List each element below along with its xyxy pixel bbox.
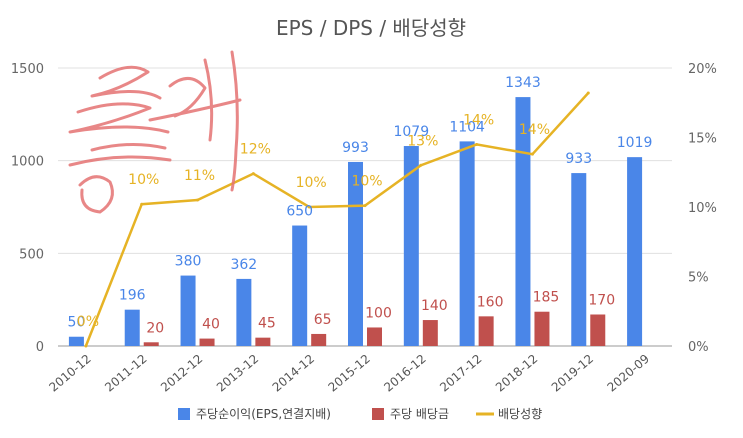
left-tick-label: 500 <box>19 247 44 262</box>
right-tick-label: 15% <box>688 132 717 147</box>
left-tick-label: 1000 <box>11 155 44 170</box>
eps-data-label: 50 <box>67 315 85 331</box>
eps-bar <box>627 157 643 346</box>
dps-data-label: 20 <box>146 320 164 336</box>
dps-bar <box>255 337 271 346</box>
ratio-data-label: 10% <box>351 174 382 190</box>
right-tick-label: 20% <box>688 62 717 77</box>
eps-data-label: 1079 <box>393 124 429 140</box>
ratio-line <box>84 92 590 347</box>
eps-bar <box>292 225 308 346</box>
ratio-data-label: 11% <box>184 168 215 184</box>
ratio-point <box>475 142 479 146</box>
dps-data-label: 100 <box>365 305 392 321</box>
dps-data-label: 45 <box>258 316 276 332</box>
line-layer <box>84 91 590 348</box>
x-tick-label: 2019-12 <box>549 352 596 395</box>
eps-data-label: 933 <box>565 151 592 167</box>
handwritten-scribble <box>68 50 242 214</box>
dps-data-label: 160 <box>477 294 504 310</box>
x-tick-label: 2013-12 <box>214 352 261 395</box>
eps-bar <box>515 97 531 346</box>
eps-bar <box>571 173 587 346</box>
x-tick-label: 2016-12 <box>381 352 428 395</box>
eps-bar <box>236 278 252 346</box>
ratio-point <box>140 202 144 206</box>
x-tick-label: 2015-12 <box>326 352 373 395</box>
dps-bar <box>422 320 438 346</box>
eps-bar <box>403 146 419 346</box>
eps-data-label: 993 <box>342 140 369 156</box>
eps-data-label: 650 <box>286 204 313 220</box>
ratio-data-label: 10% <box>128 172 159 188</box>
data-labels: 5019620380403624565065993100107914011041… <box>67 75 652 336</box>
x-tick-label: 2014-12 <box>270 352 317 395</box>
eps-data-label: 362 <box>230 257 257 273</box>
eps-bar <box>124 309 140 346</box>
x-tick-label: 2020-09 <box>605 352 652 395</box>
legend-label: 배당성향 <box>498 407 542 421</box>
eps-data-label: 196 <box>119 288 146 304</box>
legend-swatch <box>178 408 190 420</box>
eps-data-label: 1019 <box>617 135 653 151</box>
ratio-point <box>196 198 200 202</box>
x-axis: 2010-12 2011-12 2012-12 2013-12 2014-12 2015-… <box>46 352 652 395</box>
eps-bar <box>459 141 475 346</box>
ratio-data-label: 12% <box>240 142 271 158</box>
dps-data-label: 40 <box>202 317 220 333</box>
left-axis: 0 500 1000 1500 <box>11 62 44 355</box>
eps-data-label: 380 <box>175 254 202 270</box>
eps-data-label: 1104 <box>449 119 485 135</box>
x-tick-label: 2017-12 <box>437 352 484 395</box>
dps-data-label: 185 <box>533 290 560 306</box>
eps-bar <box>348 161 363 346</box>
x-tick-label: 2010-12 <box>46 352 93 395</box>
left-tick-label: 1500 <box>11 62 44 77</box>
grid-lines <box>58 67 672 347</box>
legend-label: 주당순이익(EPS,연결지배) <box>196 407 331 421</box>
dps-bar <box>478 316 494 346</box>
x-tick-label: 2011-12 <box>102 352 149 395</box>
dps-data-label: 140 <box>421 298 448 314</box>
right-axis: 0% 5% 10% 15% 20% <box>688 62 717 355</box>
ratio-point <box>586 91 590 95</box>
dps-data-label: 65 <box>314 312 332 328</box>
bars-layer <box>68 97 643 346</box>
eps-bar <box>180 275 196 346</box>
ratio-data-label: 14% <box>463 112 494 128</box>
dps-bar <box>590 314 606 346</box>
ratio-data-label: 14% <box>519 122 550 138</box>
legend-swatch <box>372 408 384 420</box>
x-tick-label: 2012-12 <box>158 352 205 395</box>
ratio-point <box>419 163 423 167</box>
dps-bar <box>143 342 159 346</box>
ratio-point <box>363 204 367 208</box>
dps-bar <box>367 327 382 346</box>
right-tick-label: 5% <box>688 271 709 286</box>
eps-bar <box>68 336 84 346</box>
x-tick-label: 2018-12 <box>493 352 540 395</box>
chart-title: EPS / DPS / 배당성향 <box>276 16 466 40</box>
ratio-point <box>307 205 311 209</box>
eps-data-label: 1343 <box>505 75 541 91</box>
ratio-data-label: 13% <box>407 133 438 149</box>
ratio-point <box>530 152 534 156</box>
right-tick-label: 0% <box>688 340 709 355</box>
legend-label: 주당 배당금 <box>390 407 449 421</box>
dps-bar <box>534 311 550 346</box>
dps-data-label: 170 <box>588 292 615 308</box>
legend: 주당순이익(EPS,연결지배) 주당 배당금 배당성향 <box>178 407 542 421</box>
dps-bar <box>199 338 215 346</box>
ratio-point <box>84 344 88 348</box>
left-tick-label: 0 <box>36 340 44 355</box>
dps-bar <box>311 333 327 346</box>
right-tick-label: 10% <box>688 201 717 216</box>
ratio-data-label: 10% <box>296 175 327 191</box>
ratio-data-label: 0% <box>77 314 99 330</box>
ratio-point <box>251 172 255 176</box>
